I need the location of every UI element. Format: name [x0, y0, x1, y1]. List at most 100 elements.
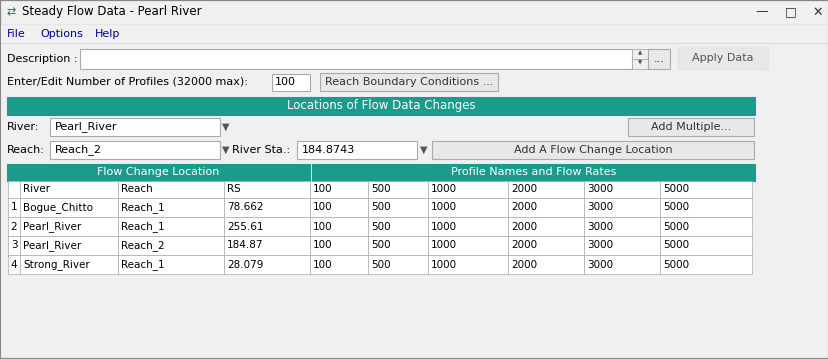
Text: Locations of Flow Data Changes: Locations of Flow Data Changes	[286, 99, 474, 112]
Bar	[427, 255, 508, 274]
Bar	[118, 236, 224, 255]
Bar	[296, 141, 416, 159]
Text: 100: 100	[313, 222, 332, 232]
Bar	[224, 198, 310, 217]
Text: 5000: 5000	[662, 222, 688, 232]
Bar	[0, 0, 828, 25]
Bar	[310, 198, 368, 217]
Text: Add A Flow Change Location: Add A Flow Change Location	[513, 145, 672, 155]
Text: Pearl_River: Pearl_River	[23, 221, 81, 232]
Text: —: —	[755, 5, 768, 19]
Text: Pearl_River: Pearl_River	[55, 122, 118, 132]
Bar	[310, 236, 368, 255]
Bar	[583, 181, 659, 198]
Bar	[427, 181, 508, 198]
Bar	[508, 198, 583, 217]
Text: 3000: 3000	[586, 260, 613, 270]
Text: Reach_2: Reach_2	[121, 240, 165, 251]
Text: 500: 500	[371, 185, 390, 195]
Text: 2000: 2000	[510, 241, 537, 251]
Bar	[224, 181, 310, 198]
Text: 4: 4	[11, 260, 17, 270]
Text: 255.61: 255.61	[227, 222, 263, 232]
Text: Flow Change Location: Flow Change Location	[97, 167, 219, 177]
Text: Bogue_Chitto: Bogue_Chitto	[23, 202, 93, 213]
Bar	[659, 236, 751, 255]
Text: 3000: 3000	[586, 185, 613, 195]
Text: ⇄: ⇄	[7, 7, 17, 17]
Bar	[659, 255, 751, 274]
Text: 500: 500	[371, 260, 390, 270]
Text: 2: 2	[11, 222, 17, 232]
Text: ▼: ▼	[637, 61, 642, 65]
Text: 2000: 2000	[510, 260, 537, 270]
Text: 100: 100	[313, 185, 332, 195]
Text: Apply Data: Apply Data	[691, 53, 753, 63]
Bar	[427, 217, 508, 236]
Bar	[20, 181, 118, 198]
Bar	[320, 73, 498, 91]
Bar	[8, 255, 20, 274]
Text: 2000: 2000	[510, 222, 537, 232]
Text: ▼: ▼	[222, 122, 229, 132]
Text: 3000: 3000	[586, 241, 613, 251]
Text: 500: 500	[371, 202, 390, 213]
Text: ▼: ▼	[222, 145, 229, 155]
Bar	[368, 198, 427, 217]
Text: 1000: 1000	[431, 185, 456, 195]
Text: 5000: 5000	[662, 241, 688, 251]
Text: Reach Boundary Conditions ...: Reach Boundary Conditions ...	[325, 77, 493, 87]
Text: Reach:: Reach:	[7, 145, 45, 155]
Text: RS: RS	[227, 185, 240, 195]
Bar	[677, 47, 767, 69]
Bar	[583, 255, 659, 274]
Bar	[583, 236, 659, 255]
Bar	[647, 49, 669, 69]
Bar	[631, 49, 647, 59]
Text: 1000: 1000	[431, 260, 456, 270]
Bar	[368, 217, 427, 236]
Text: ▼: ▼	[420, 145, 427, 155]
Text: 500: 500	[371, 241, 390, 251]
Bar	[508, 217, 583, 236]
Bar	[628, 118, 753, 136]
Bar	[508, 181, 583, 198]
Bar	[7, 164, 310, 181]
Text: Help: Help	[95, 29, 120, 39]
Bar	[8, 236, 20, 255]
Bar	[50, 141, 219, 159]
Text: ▲: ▲	[637, 51, 642, 56]
Text: 100: 100	[313, 202, 332, 213]
Bar	[311, 164, 754, 181]
Bar	[118, 198, 224, 217]
Text: 3000: 3000	[586, 202, 613, 213]
Text: 5000: 5000	[662, 185, 688, 195]
Bar	[80, 49, 631, 69]
Text: File: File	[7, 29, 26, 39]
Bar	[583, 198, 659, 217]
Text: 184.8743: 184.8743	[301, 145, 355, 155]
Text: 1000: 1000	[431, 202, 456, 213]
Text: Reach_2: Reach_2	[55, 145, 102, 155]
Bar	[368, 255, 427, 274]
Text: 500: 500	[371, 222, 390, 232]
Bar	[508, 236, 583, 255]
Bar	[659, 198, 751, 217]
Text: Profile Names and Flow Rates: Profile Names and Flow Rates	[450, 167, 615, 177]
Bar	[20, 217, 118, 236]
Bar	[272, 74, 310, 91]
Bar	[224, 236, 310, 255]
Text: 28.079: 28.079	[227, 260, 263, 270]
Text: Reach_1: Reach_1	[121, 202, 165, 213]
Text: Options: Options	[40, 29, 83, 39]
Text: ✕: ✕	[811, 5, 822, 19]
Text: 100: 100	[313, 260, 332, 270]
Bar	[118, 217, 224, 236]
Text: River: River	[23, 185, 50, 195]
Bar	[508, 255, 583, 274]
Text: 2000: 2000	[510, 185, 537, 195]
Bar	[8, 181, 20, 198]
Text: 1000: 1000	[431, 222, 456, 232]
Text: Add Multiple...: Add Multiple...	[650, 122, 730, 132]
Bar	[631, 59, 647, 69]
